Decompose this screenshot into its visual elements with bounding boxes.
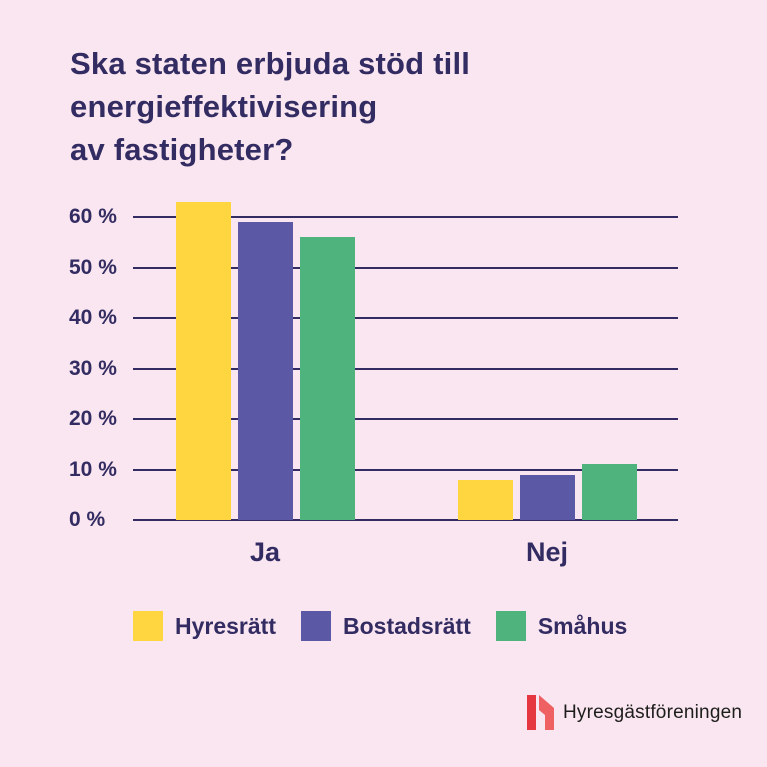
y-axis-label-0: 0 %: [69, 508, 106, 531]
gridline-0: [133, 519, 678, 521]
bar-bostadsratt-ja: [237, 222, 293, 520]
y-axis-label-30: 30 %: [69, 356, 117, 380]
bar-smahus-ja: [299, 237, 355, 520]
category-label-ja: Ja: [249, 537, 281, 567]
legend-swatch-hyresratt: [133, 611, 163, 641]
bar-bostadsratt-nej: [519, 474, 575, 520]
y-axis-label-20: 20 %: [69, 407, 117, 430]
gridline-60: [133, 216, 678, 218]
bar-hyresratt-nej: [457, 479, 513, 520]
bar-smahus-nej: [581, 464, 637, 520]
legend-swatch-smahus: [495, 611, 526, 641]
legend-swatch-bostadsratt: [301, 611, 331, 641]
hyresgastforeningen-logo-icon: [527, 695, 554, 730]
bar-hyresratt-ja: [175, 201, 231, 520]
gridline-50: [133, 266, 678, 269]
brand-name: Hyresgästföreningen: [563, 701, 743, 723]
legend-item-hyresratt: Hyresrätt: [133, 611, 276, 641]
y-axis-label-50: 50 %: [69, 255, 117, 279]
category-label-nej: Nej: [525, 537, 569, 567]
brand-footer: Hyresgästföreningen: [527, 695, 742, 730]
legend-label-hyresratt: Hyresrätt: [175, 612, 276, 639]
legend-item-smahus: Småhus: [495, 611, 628, 641]
y-axis-label-60: 60 %: [69, 205, 117, 228]
legend-label-bostadsratt: Bostadsrätt: [343, 612, 471, 639]
chart-title: Ska staten erbjuda stöd till energieffek…: [70, 46, 471, 167]
legend-label-smahus: Småhus: [537, 612, 628, 639]
gridline-10: [133, 468, 678, 471]
gridline-40: [133, 317, 678, 319]
chart-legend: Hyresrätt Bostadsrätt Småhus: [133, 611, 627, 641]
y-axis-label-10: 10 %: [69, 457, 117, 481]
y-axis-label-40: 40 %: [69, 306, 117, 329]
gridline-30: [133, 367, 678, 370]
gridline-20: [133, 418, 678, 420]
legend-item-bostadsratt: Bostadsrätt: [301, 611, 471, 641]
